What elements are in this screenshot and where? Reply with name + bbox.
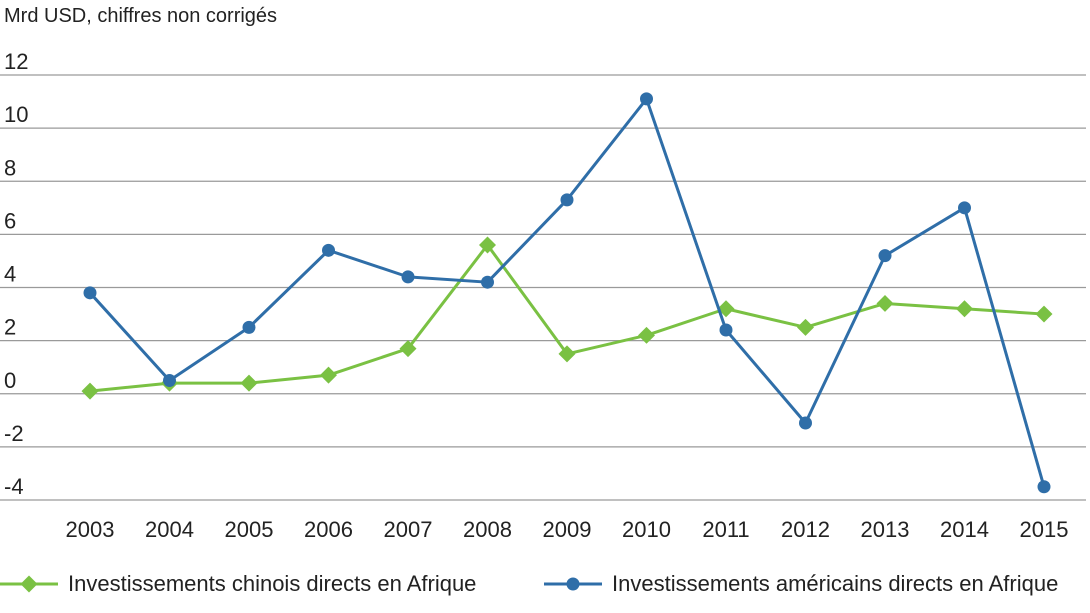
y-tick-label: 8 xyxy=(4,155,16,180)
legend-label-chinese: Investissements chinois directs en Afriq… xyxy=(68,571,476,596)
x-tick-label: 2010 xyxy=(622,517,671,542)
legend-label-american: Investissements américains directs en Af… xyxy=(612,571,1058,596)
data-point-circle xyxy=(481,275,494,289)
y-tick-label: 10 xyxy=(4,102,28,127)
data-point-circle xyxy=(560,193,574,207)
data-point-circle xyxy=(401,270,415,284)
x-tick-label: 2014 xyxy=(940,517,989,542)
x-tick-label: 2015 xyxy=(1020,517,1069,542)
data-point-circle xyxy=(83,286,97,300)
data-point-diamond xyxy=(717,300,735,318)
series-line-1 xyxy=(88,97,1046,488)
series-0 xyxy=(81,236,1053,400)
series-layer xyxy=(81,92,1053,494)
data-point-circle xyxy=(1037,480,1051,494)
gridlines xyxy=(0,74,1086,501)
data-point-circle xyxy=(799,416,812,430)
x-tick-label: 2012 xyxy=(781,517,830,542)
data-point-diamond xyxy=(797,318,814,336)
data-point-diamond xyxy=(956,300,973,318)
x-axis-ticks: 2003 2004 2005 2006 2007 2008 2009 2010 2011 2012… xyxy=(66,517,1069,542)
y-axis-ticks: 12 10 8 6 4 2 0 -2 -4 xyxy=(4,49,28,499)
legend-item-chinese: Investissements chinois directs en Afriq… xyxy=(0,571,476,596)
x-tick-label: 2009 xyxy=(543,517,592,542)
data-point-diamond xyxy=(320,366,337,384)
data-point-diamond xyxy=(558,345,576,363)
data-point-circle xyxy=(878,249,892,263)
x-tick-label: 2006 xyxy=(304,517,353,542)
data-point-diamond xyxy=(479,236,496,254)
data-point-circle xyxy=(719,323,733,337)
y-tick-label: -4 xyxy=(4,474,24,499)
data-point-diamond xyxy=(638,326,655,344)
x-tick-label: 2004 xyxy=(145,517,194,542)
x-tick-label: 2013 xyxy=(861,517,910,542)
y-tick-label: -2 xyxy=(4,421,24,446)
data-point-diamond xyxy=(1035,305,1053,323)
x-tick-label: 2005 xyxy=(225,517,274,542)
legend: Investissements chinois directs en Afriq… xyxy=(0,571,1058,596)
y-tick-label: 6 xyxy=(4,208,16,233)
legend-marker-american xyxy=(566,577,580,591)
y-tick-label: 2 xyxy=(4,315,16,340)
series-1 xyxy=(83,92,1051,494)
data-point-diamond xyxy=(240,374,258,392)
x-tick-label: 2008 xyxy=(463,517,512,542)
x-tick-label: 2007 xyxy=(384,517,433,542)
data-point-circle xyxy=(640,92,653,106)
legend-marker-chinese xyxy=(20,575,38,593)
data-point-circle xyxy=(163,373,176,387)
data-point-diamond xyxy=(81,382,99,400)
legend-item-american: Investissements américains directs en Af… xyxy=(544,571,1058,596)
data-point-circle xyxy=(322,243,335,257)
y-tick-label: 0 xyxy=(4,368,16,393)
y-tick-label: 12 xyxy=(4,49,28,74)
y-tick-label: 4 xyxy=(4,262,16,287)
data-point-diamond xyxy=(876,294,894,312)
data-point-circle xyxy=(958,201,971,215)
unit-label: Mrd USD, chiffres non corrigés xyxy=(4,5,277,27)
series-line-0 xyxy=(89,243,1045,393)
x-tick-label: 2011 xyxy=(702,517,749,542)
data-point-diamond xyxy=(399,340,417,358)
x-tick-label: 2003 xyxy=(66,517,115,542)
data-point-circle xyxy=(242,320,256,334)
